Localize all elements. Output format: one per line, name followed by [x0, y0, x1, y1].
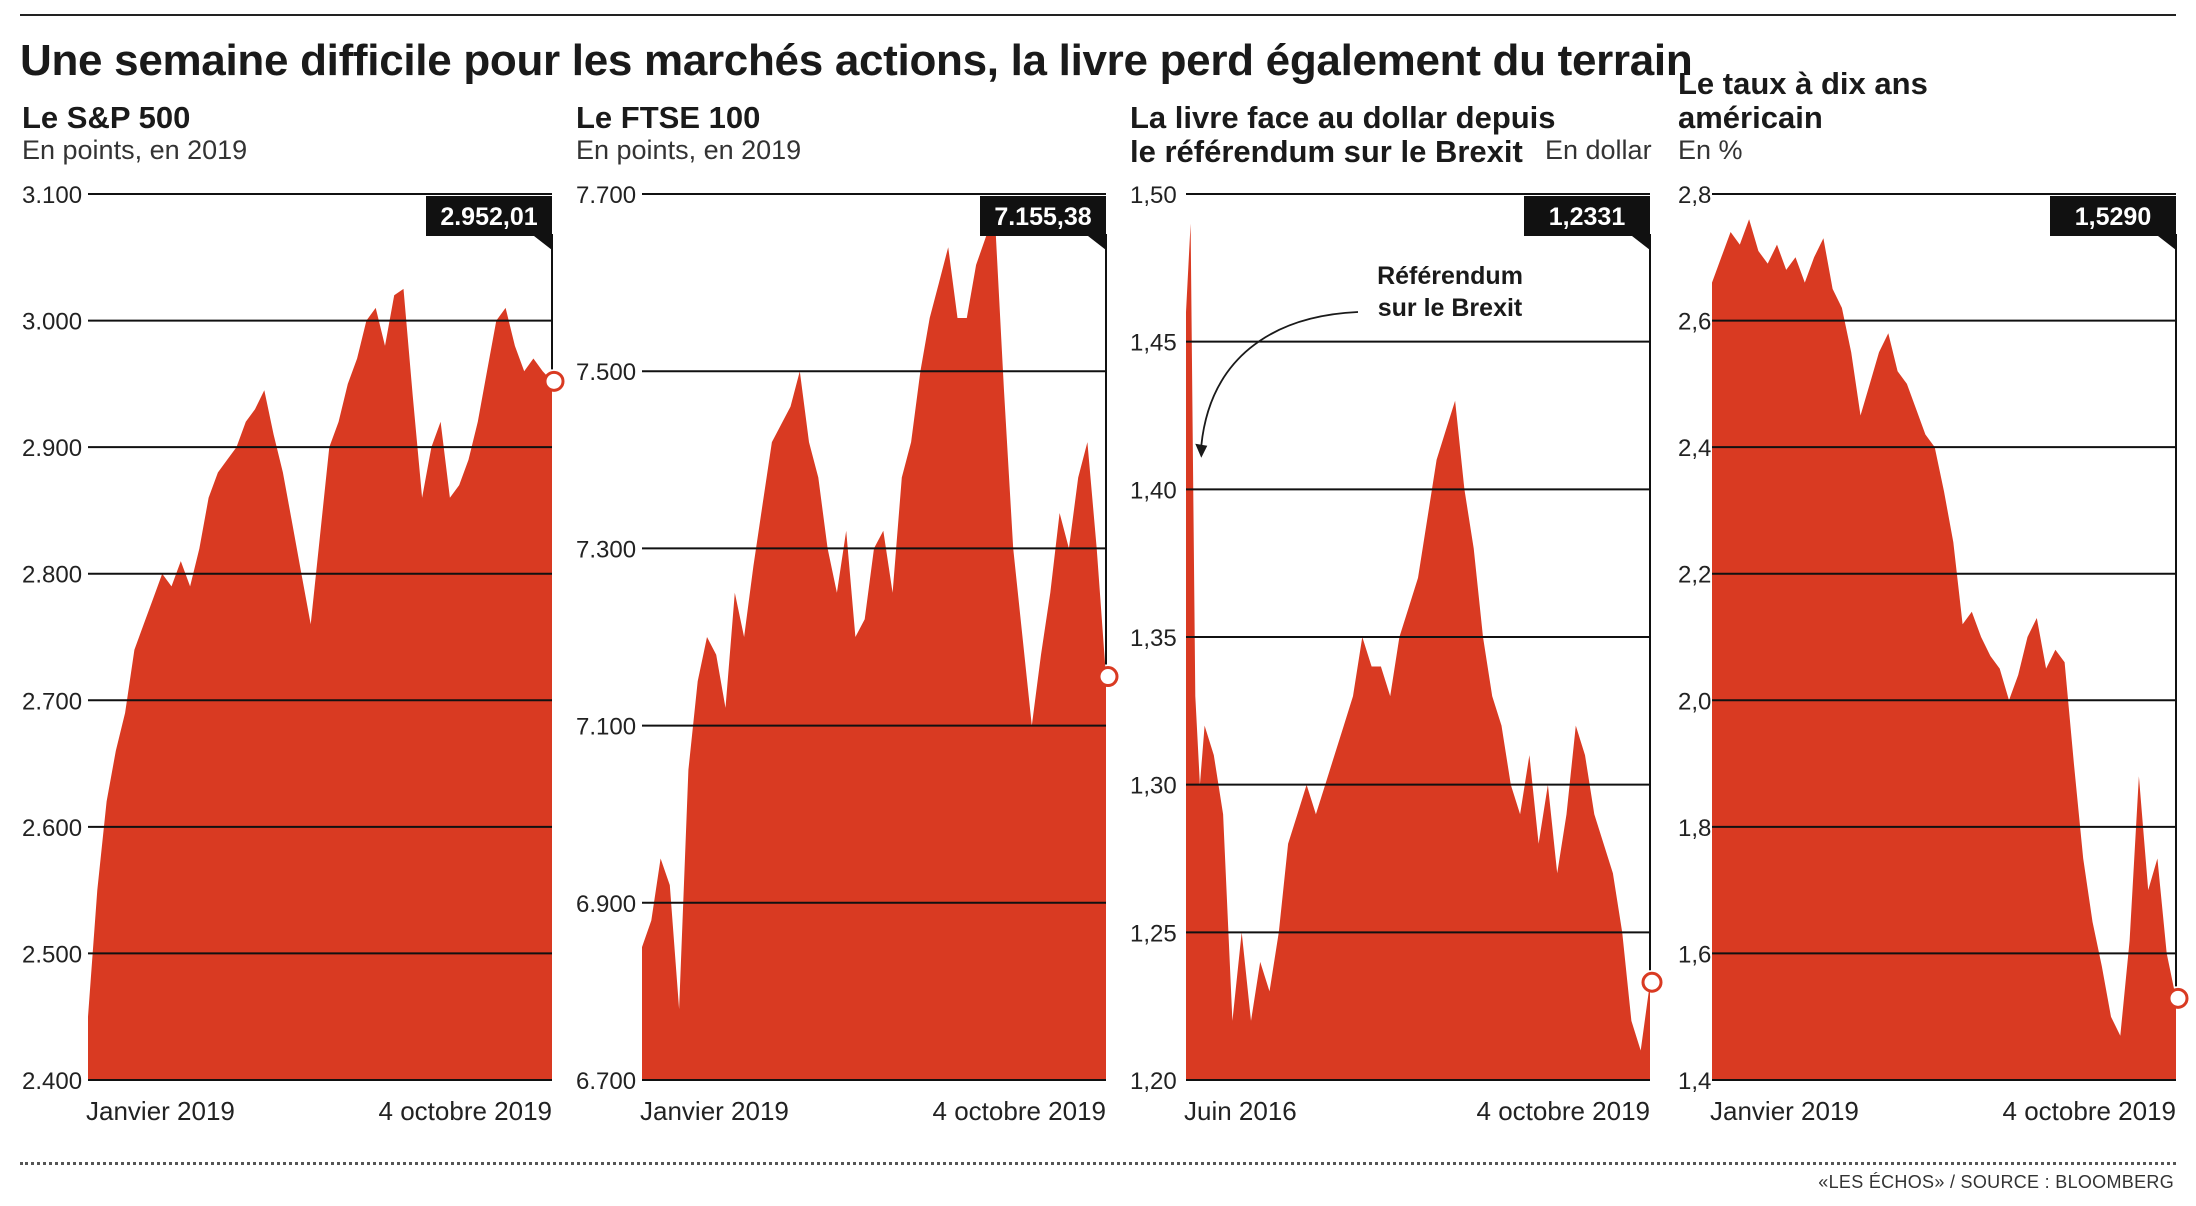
y-tick-label: 2.700 [22, 688, 82, 715]
y-tick-label: 2,6 [1678, 309, 1711, 336]
y-tick-label: 1,50 [1130, 182, 1177, 209]
panel-title-us10y: Le taux à dix ans américain [1678, 67, 1928, 135]
chart-panel-0: 2.400 2.500 2.600 2.700 2.800 2.900 3.000 3.100… [22, 182, 565, 1126]
last-value-box [980, 196, 1106, 236]
bottom-rule [20, 1162, 2176, 1165]
panel-title-line: le référendum sur le Brexit [1130, 134, 1523, 169]
top-rule [20, 14, 2176, 16]
last-value-box [2050, 196, 2176, 236]
x-tick-label-start: Janvier 2019 [86, 1096, 235, 1126]
panel-subtitle-ftse100: En points, en 2019 [576, 135, 802, 165]
y-tick-label: 3.100 [22, 182, 82, 209]
y-tick-label: 1,45 [1130, 330, 1177, 357]
x-tick-label-start: Juin 2016 [1184, 1096, 1297, 1126]
y-tick-label: 1,35 [1130, 625, 1177, 652]
y-tick-label: 2.800 [22, 562, 82, 589]
charts-canvas: 2.400 2.500 2.600 2.700 2.800 2.900 3.000 3.100… [22, 182, 2189, 1126]
last-value-label: 7.155,38 [994, 203, 1091, 231]
annotation-arrowhead [1195, 443, 1208, 458]
y-tick-label: 1,25 [1130, 920, 1177, 947]
x-tick-label-end: 4 octobre 2019 [2003, 1096, 2176, 1126]
y-tick-label: 1,6 [1678, 941, 1711, 968]
y-tick-label: 7.300 [576, 536, 636, 563]
y-tick-label: 1,4 [1678, 1068, 1711, 1095]
x-tick-label-start: Janvier 2019 [640, 1096, 789, 1126]
panel-subtitle-sp500: En points, en 2019 [22, 135, 248, 165]
y-tick-label: 2,0 [1678, 688, 1711, 715]
y-tick-label: 3.000 [22, 309, 82, 336]
last-value-box-pointer [2158, 236, 2176, 250]
panel-title-line: américain [1678, 100, 1823, 135]
x-tick-label-start: Janvier 2019 [1710, 1096, 1859, 1126]
y-tick-label: 1,30 [1130, 773, 1177, 800]
last-value-label: 1,2331 [1549, 203, 1626, 231]
x-tick-label-end: 4 octobre 2019 [1477, 1096, 1650, 1126]
y-tick-label: 1,40 [1130, 477, 1177, 504]
y-tick-label: 6.900 [576, 891, 636, 918]
chart-panel-1: 6.700 6.900 7.100 7.300 7.500 7.700 Janvier 20… [576, 182, 1119, 1126]
y-tick-label: 2.500 [22, 941, 82, 968]
y-tick-label: 2,4 [1678, 435, 1711, 462]
series-area [1712, 219, 2176, 1081]
last-value-label: 2.952,01 [440, 203, 537, 231]
y-tick-label: 6.700 [576, 1068, 636, 1095]
last-value-label: 1,5290 [2075, 203, 2151, 231]
panel-title-gbpusd: La livre face au dollar depuis le référe… [1130, 101, 1556, 169]
x-tick-label-end: 4 octobre 2019 [933, 1096, 1106, 1126]
series-area [642, 211, 1106, 1080]
panel-title-line: Le S&P 500 [22, 100, 191, 135]
panel-title-ftse100: Le FTSE 100 [576, 101, 760, 135]
panel-unit-gbpusd: En dollar [1545, 135, 1652, 165]
panel-title-line: Le FTSE 100 [576, 100, 761, 135]
panel-title-line: Le taux à dix ans [1678, 66, 1928, 101]
last-value-marker [2167, 987, 2189, 1009]
y-tick-label: 2.400 [22, 1068, 82, 1095]
last-value-box [426, 196, 552, 236]
y-tick-label: 7.700 [576, 182, 636, 209]
x-tick-label-end: 4 octobre 2019 [379, 1096, 552, 1126]
series-area [1186, 223, 1650, 1080]
y-tick-label: 2.600 [22, 815, 82, 842]
last-value-box-pointer [1088, 236, 1106, 250]
annotation-label-line: sur le Brexit [1378, 294, 1523, 322]
panel-subtitle-us10y: En % [1678, 135, 1743, 165]
last-value-marker [1097, 666, 1119, 688]
y-tick-label: 1,8 [1678, 815, 1711, 842]
y-tick-label: 2,8 [1678, 182, 1711, 209]
last-value-marker [1641, 971, 1663, 993]
y-tick-label: 7.100 [576, 714, 636, 741]
main-title: Une semaine difficile pour les marchés a… [20, 36, 1693, 85]
panel-title-sp500: Le S&P 500 [22, 101, 190, 135]
y-tick-label: 7.500 [576, 359, 636, 386]
annotation-arrow [1200, 311, 1359, 446]
last-value-box [1524, 196, 1650, 236]
y-tick-label: 2.900 [22, 435, 82, 462]
y-tick-label: 2,2 [1678, 562, 1711, 589]
y-tick-label: 1,20 [1130, 1068, 1177, 1095]
chart-panel-2: 1,20 1,25 1,30 1,35 1,40 1,45 1,50 Juin 2016 4 o… [1130, 182, 1663, 1126]
last-value-box-pointer [1632, 236, 1650, 250]
last-value-marker [543, 370, 565, 392]
series-area [88, 288, 552, 1080]
last-value-box-pointer [534, 236, 552, 250]
annotation-label-line: Référendum [1377, 262, 1523, 290]
source-credit: «LES ÉCHOS» / SOURCE : BLOOMBERG [1818, 1172, 2174, 1192]
panel-title-line: La livre face au dollar depuis [1130, 100, 1556, 135]
chart-panel-3: 1,4 1,6 1,8 2,0 2,2 2,4 2,6 2,8 Janvier 2019 4 oc… [1678, 182, 2189, 1126]
